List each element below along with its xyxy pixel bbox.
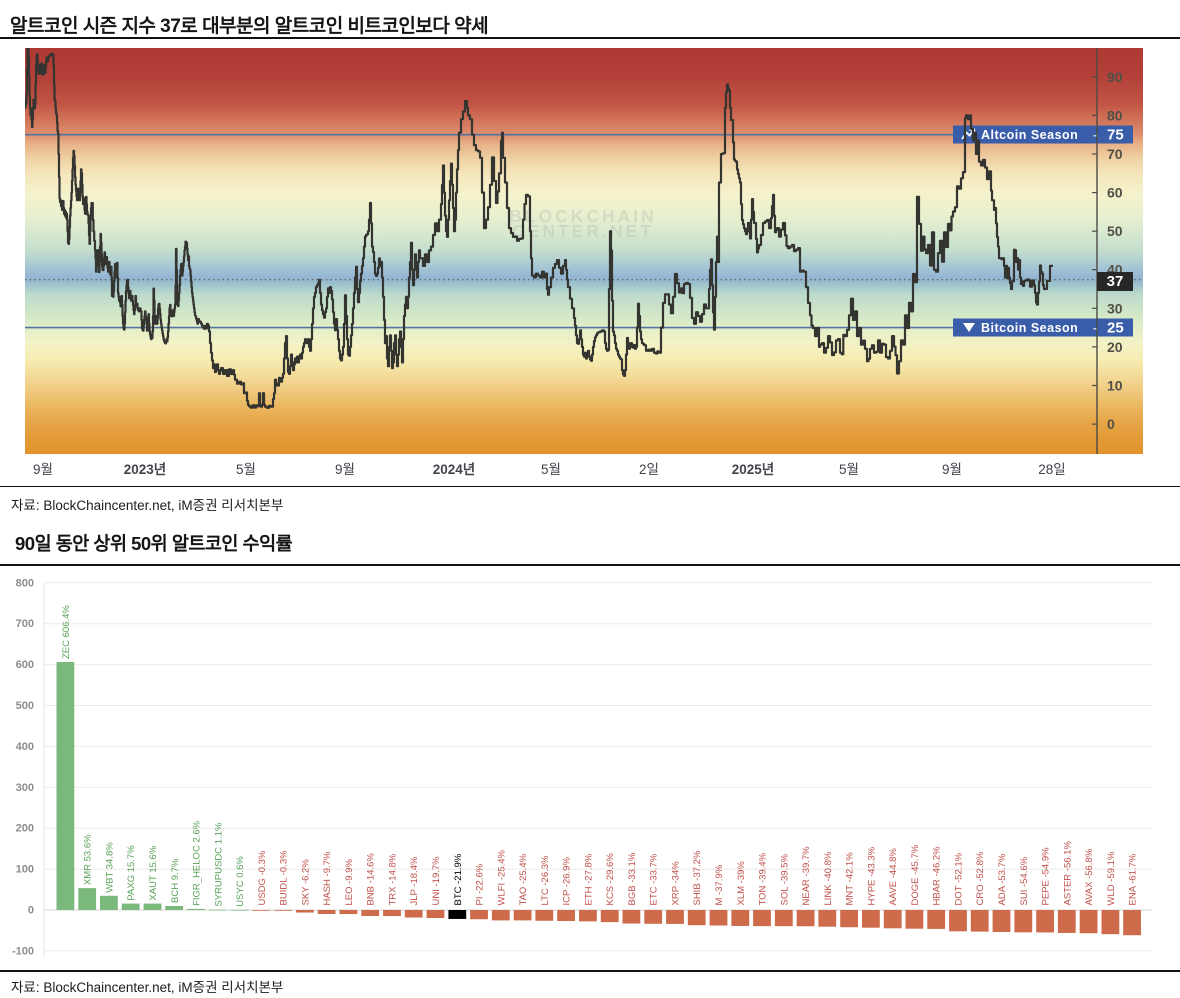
- svg-text:SKY -6.2%: SKY -6.2%: [300, 859, 311, 906]
- svg-text:M -37.9%: M -37.9%: [714, 864, 725, 905]
- svg-text:WBT 34.8%: WBT 34.8%: [104, 842, 115, 893]
- svg-text:CRO -52.8%: CRO -52.8%: [975, 851, 986, 905]
- svg-text:DOGE -45.7%: DOGE -45.7%: [910, 844, 921, 905]
- svg-text:75: 75: [1107, 127, 1124, 144]
- svg-text:800: 800: [16, 577, 34, 589]
- svg-text:60: 60: [1107, 185, 1123, 201]
- svg-text:ZEC 606.4%: ZEC 606.4%: [61, 605, 72, 659]
- svg-text:SUI -54.6%: SUI -54.6%: [1019, 856, 1030, 905]
- svg-text:JLP -18.4%: JLP -18.4%: [409, 856, 420, 905]
- svg-text:HYPE -43.3%: HYPE -43.3%: [866, 846, 877, 905]
- svg-text:MNT -42.1%: MNT -42.1%: [845, 852, 856, 906]
- svg-text:50: 50: [1107, 223, 1123, 239]
- svg-text:-100: -100: [12, 945, 34, 957]
- svg-text:BUIDL -0.3%: BUIDL -0.3%: [279, 850, 290, 906]
- svg-text:400: 400: [16, 741, 34, 753]
- svg-text:70: 70: [1107, 146, 1123, 162]
- svg-text:WLD -59.1%: WLD -59.1%: [1106, 851, 1117, 905]
- svg-text:200: 200: [16, 823, 34, 835]
- svg-text:KCS -29.6%: KCS -29.6%: [605, 853, 616, 906]
- svg-text:WLFI -25.4%: WLFI -25.4%: [496, 850, 507, 906]
- svg-text:ADA -53.7%: ADA -53.7%: [997, 853, 1008, 905]
- svg-text:AAVE -44.8%: AAVE -44.8%: [888, 848, 899, 906]
- svg-text:20: 20: [1107, 339, 1123, 355]
- svg-text:USDG -0.3%: USDG -0.3%: [257, 850, 268, 905]
- svg-text:ASTER -56.1%: ASTER -56.1%: [1062, 841, 1073, 906]
- svg-text:ETC -33.7%: ETC -33.7%: [649, 853, 660, 905]
- svg-text:LTC -26.3%: LTC -26.3%: [540, 855, 551, 906]
- svg-text:100: 100: [16, 864, 34, 876]
- svg-text:XRP -34%: XRP -34%: [671, 861, 682, 906]
- svg-text:300: 300: [16, 782, 34, 794]
- svg-text:HBAR -46.2%: HBAR -46.2%: [932, 846, 943, 906]
- svg-text:-: -: [1093, 320, 1097, 335]
- svg-text:-: -: [1093, 127, 1097, 142]
- svg-text:BLOCKCHAIN: BLOCKCHAIN: [509, 206, 657, 226]
- svg-text:TRX -14.8%: TRX -14.8%: [387, 853, 398, 905]
- svg-text:HASH -9.7%: HASH -9.7%: [322, 851, 333, 905]
- svg-text:SYRUPUSDC 1.1%: SYRUPUSDC 1.1%: [213, 822, 224, 906]
- svg-text:SOL -39.5%: SOL -39.5%: [779, 854, 790, 906]
- svg-text:XMR 53.6%: XMR 53.6%: [83, 834, 94, 885]
- svg-text:BGB -33.1%: BGB -33.1%: [627, 852, 638, 905]
- svg-text:TON -39.4%: TON -39.4%: [758, 852, 769, 905]
- svg-text:Bitcoin Season: Bitcoin Season: [981, 321, 1078, 335]
- svg-text:700: 700: [16, 618, 34, 630]
- svg-text:XLM -39%: XLM -39%: [736, 861, 747, 906]
- svg-text:SHIB -37.2%: SHIB -37.2%: [692, 850, 703, 905]
- svg-text:LINK -40.8%: LINK -40.8%: [823, 851, 834, 905]
- svg-text:PI -22.6%: PI -22.6%: [475, 863, 486, 905]
- svg-text:FIGR_HELOC 2.6%: FIGR_HELOC 2.6%: [192, 820, 203, 906]
- svg-text:600: 600: [16, 659, 34, 671]
- svg-text:TAO -25.4%: TAO -25.4%: [518, 853, 529, 905]
- svg-text:0: 0: [28, 905, 34, 917]
- svg-text:AVAX -56.8%: AVAX -56.8%: [1084, 848, 1095, 905]
- svg-text:80: 80: [1107, 107, 1123, 123]
- svg-text:25: 25: [1107, 320, 1124, 337]
- svg-text:ICP -26.9%: ICP -26.9%: [562, 857, 573, 906]
- svg-text:0: 0: [1107, 416, 1115, 432]
- svg-text:NEAR -39.7%: NEAR -39.7%: [801, 846, 812, 906]
- svg-text:90: 90: [1107, 69, 1123, 85]
- svg-text:BCH 9.7%: BCH 9.7%: [170, 858, 181, 903]
- svg-text:UNI -19.7%: UNI -19.7%: [431, 856, 442, 906]
- svg-text:500: 500: [16, 700, 34, 712]
- svg-text:BTC -21.9%: BTC -21.9%: [453, 853, 464, 905]
- svg-text:30: 30: [1107, 300, 1123, 316]
- svg-text:PEPE -54.9%: PEPE -54.9%: [1041, 847, 1052, 906]
- svg-text:ENA -61.7%: ENA -61.7%: [1128, 853, 1139, 905]
- svg-text:LEO -9.9%: LEO -9.9%: [344, 858, 355, 905]
- svg-text:DOT -52.1%: DOT -52.1%: [954, 852, 965, 905]
- svg-text:BNB -14.6%: BNB -14.6%: [366, 853, 377, 906]
- svg-text:Altcoin Season: Altcoin Season: [981, 128, 1078, 142]
- svg-text:10: 10: [1107, 378, 1123, 394]
- svg-text:PAXG 15.7%: PAXG 15.7%: [126, 845, 137, 901]
- svg-text:ETH -27.8%: ETH -27.8%: [583, 853, 594, 905]
- svg-text:XAUT 15.6%: XAUT 15.6%: [148, 845, 159, 900]
- svg-text:CENTER.NET: CENTER.NET: [512, 221, 654, 241]
- svg-text:USYC 0.6%: USYC 0.6%: [235, 856, 246, 907]
